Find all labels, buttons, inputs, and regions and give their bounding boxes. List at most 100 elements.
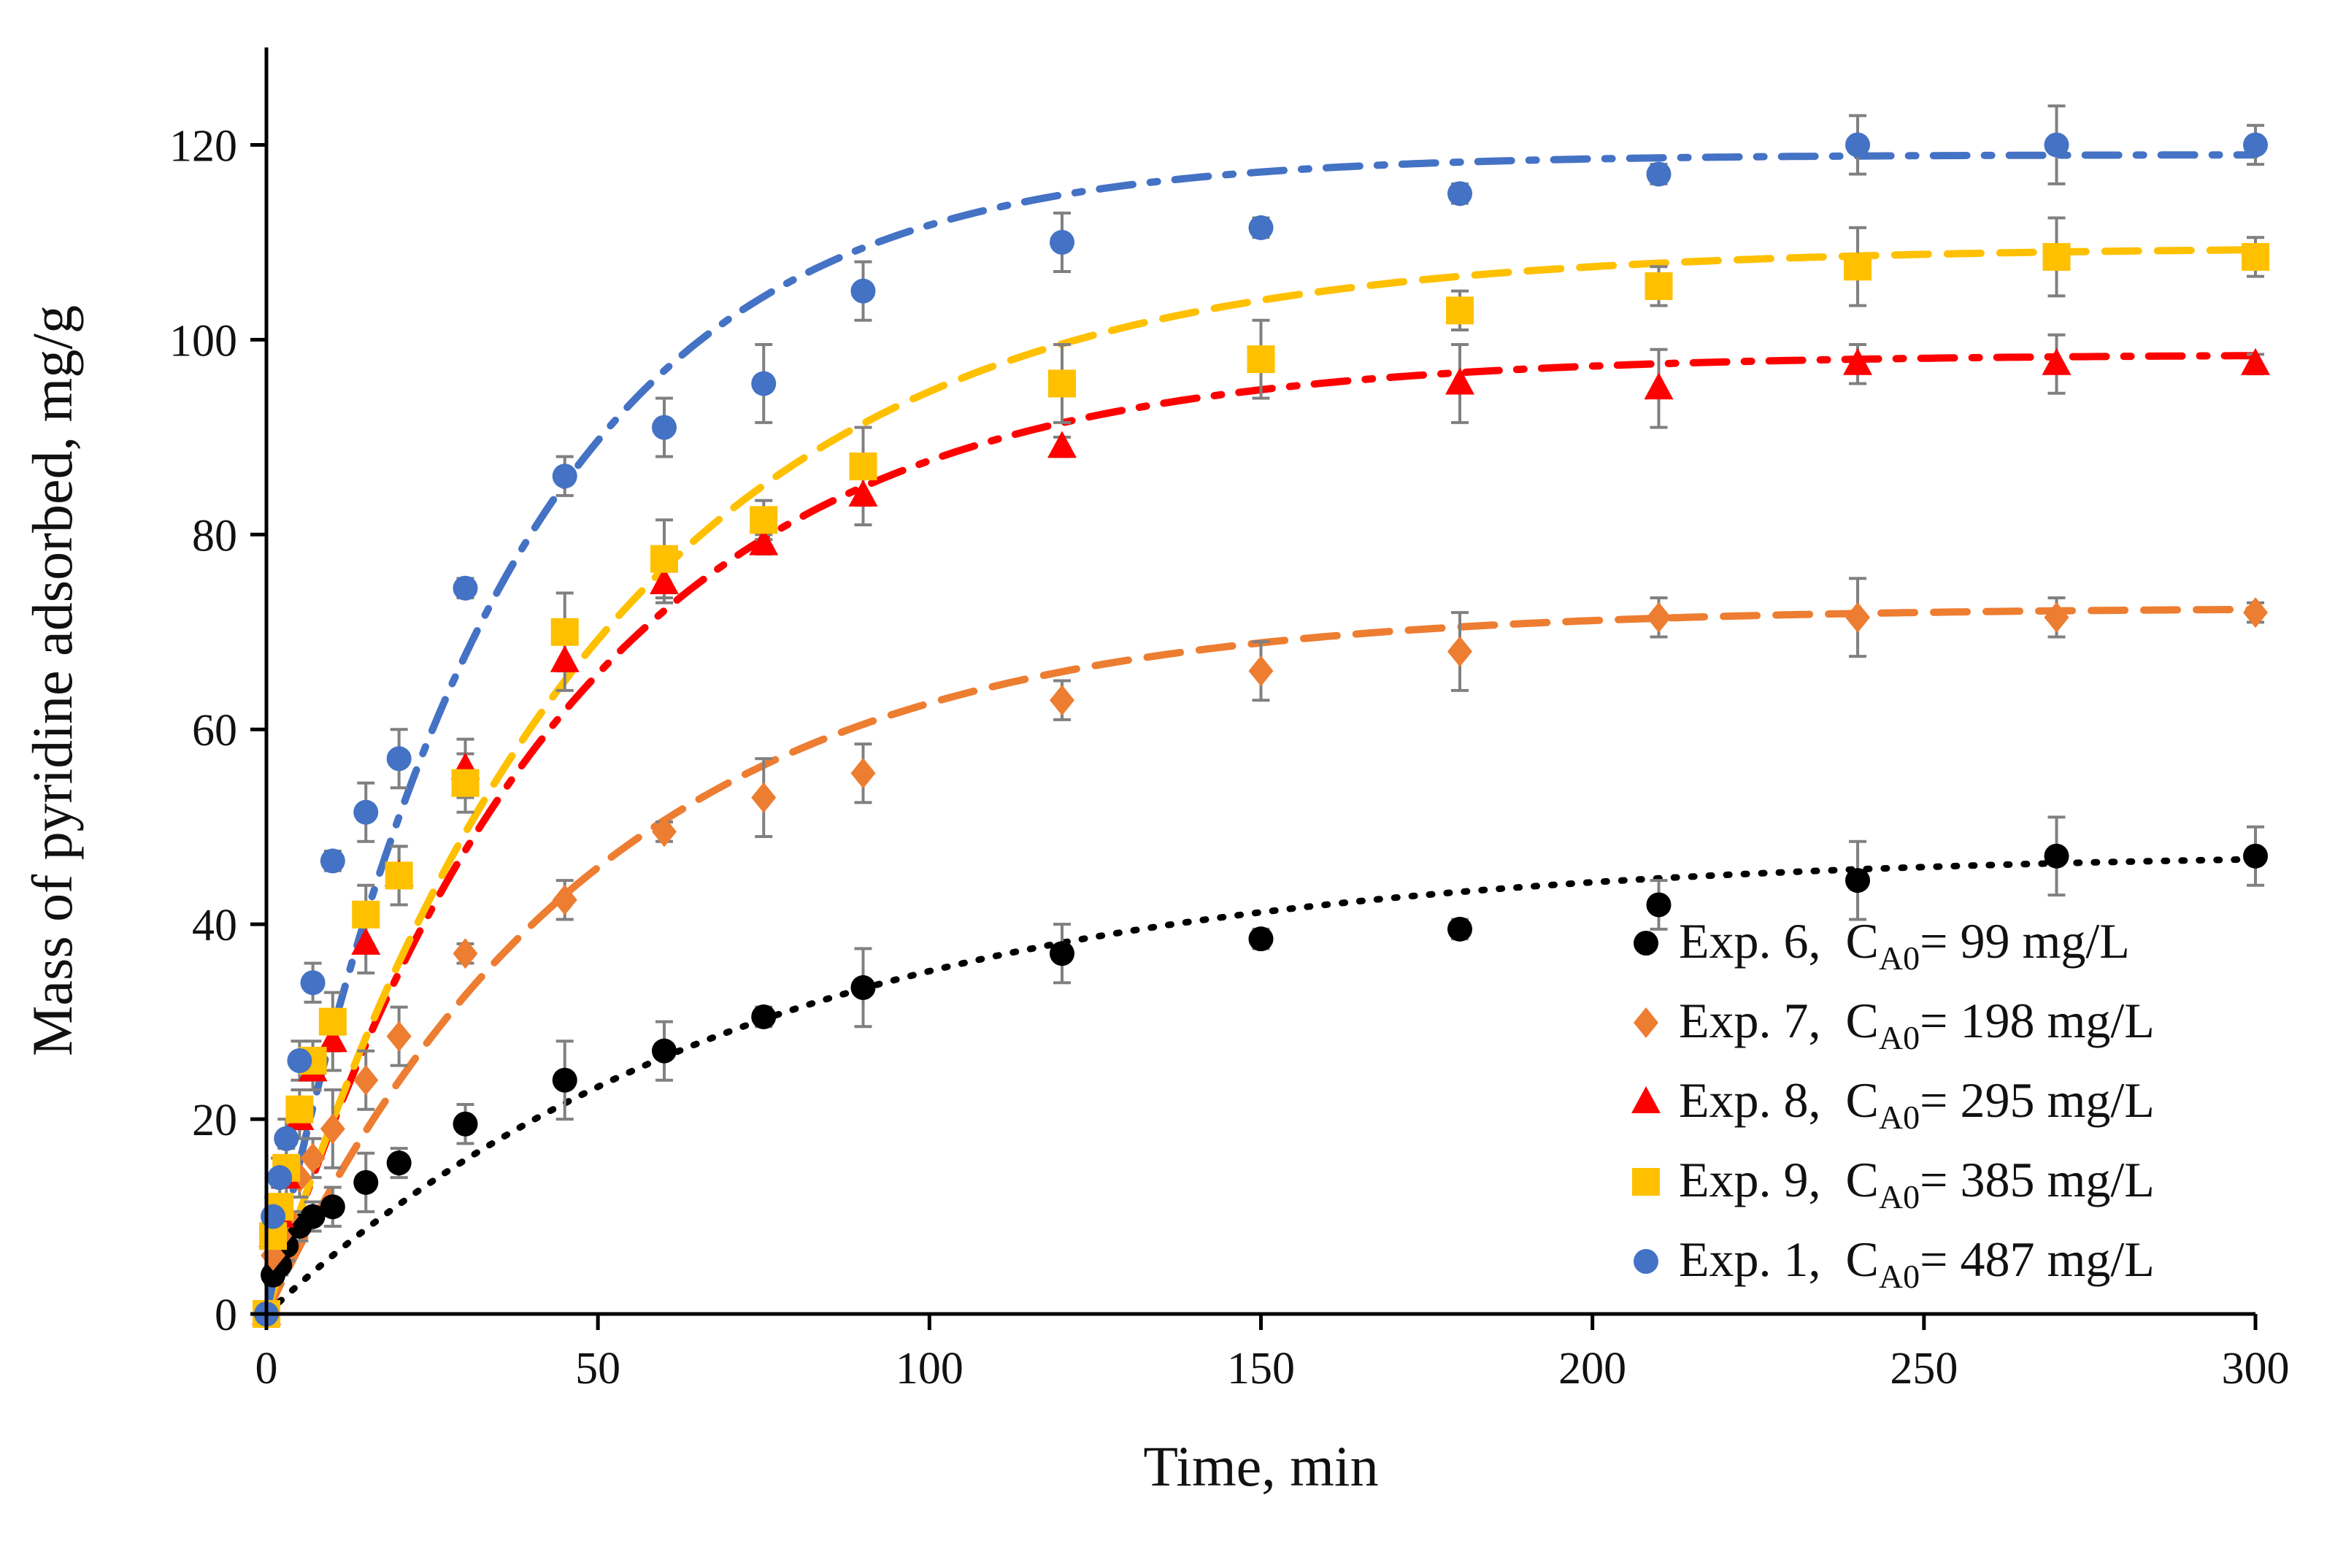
data-point — [1248, 215, 1274, 240]
data-point — [751, 1004, 777, 1029]
data-point — [1248, 926, 1274, 952]
data-point — [1845, 132, 1870, 158]
x-tick-label: 250 — [1890, 1344, 1958, 1394]
data-point — [451, 769, 480, 797]
data-point — [1050, 941, 1074, 966]
data-markers — [252, 132, 2270, 1329]
data-point — [2042, 242, 2071, 271]
legend-entry: Exp. 7, CA0= 198 mg/L — [1634, 993, 2155, 1056]
data-point — [351, 927, 381, 955]
x-tick-label: 100 — [896, 1344, 964, 1394]
fit-curve — [263, 151, 2259, 1318]
data-point — [1634, 931, 1658, 956]
data-point — [386, 746, 412, 772]
x-tick-label: 200 — [1558, 1344, 1626, 1394]
data-point — [1634, 1007, 1658, 1038]
x-tick-label: 0 — [255, 1344, 278, 1394]
data-point — [1646, 602, 1672, 633]
data-point — [318, 1007, 347, 1036]
data-point — [267, 1165, 293, 1191]
x-tick-label: 50 — [575, 1344, 620, 1394]
legend-entry: Exp. 6, CA0= 99 mg/L — [1634, 913, 2130, 977]
data-point — [2242, 242, 2269, 271]
data-point — [320, 1194, 345, 1220]
y-axis-title: Mass of pyridine adsorbed, mg/g — [20, 305, 84, 1056]
data-point — [1048, 369, 1076, 398]
data-point — [285, 1095, 314, 1123]
data-point — [2243, 597, 2268, 629]
data-point — [751, 782, 777, 813]
data-point — [1447, 181, 1472, 207]
data-point — [1844, 253, 1872, 281]
data-point — [353, 1169, 379, 1195]
data-point — [552, 884, 577, 915]
data-point — [1634, 1249, 1658, 1274]
data-point — [453, 938, 478, 969]
data-point — [1447, 916, 1472, 942]
legend: Exp. 6, CA0= 99 mg/L Exp. 7, CA0= 198 mg/… — [1631, 913, 2155, 1295]
data-point — [650, 567, 679, 595]
y-tick-label: 40 — [192, 901, 237, 950]
y-tick-label: 60 — [192, 706, 237, 756]
legend-entry: Exp. 8, CA0= 295 mg/L — [1631, 1072, 2155, 1136]
data-point — [2042, 347, 2072, 375]
data-point — [1843, 347, 1872, 375]
y-tick-label: 100 — [169, 316, 237, 366]
data-point — [1646, 161, 1672, 187]
data-point — [1447, 636, 1472, 667]
data-point — [300, 1204, 326, 1229]
legend-label: Exp. 1, CA0= 487 mg/L — [1679, 1231, 2155, 1295]
legend-label: Exp. 6, CA0= 99 mg/L — [1679, 913, 2130, 977]
data-point — [1644, 372, 1674, 400]
data-point — [453, 1111, 478, 1137]
legend-label: Exp. 7, CA0= 198 mg/L — [1679, 993, 2155, 1056]
legend-entry: Exp. 9, CA0= 385 mg/L — [1632, 1152, 2155, 1215]
fit-curve — [263, 246, 2259, 1318]
x-tick-label: 150 — [1227, 1344, 1295, 1394]
data-point — [2243, 132, 2268, 158]
data-point — [2241, 347, 2270, 375]
data-point — [1248, 656, 1274, 687]
data-point — [352, 900, 380, 929]
data-point — [386, 1021, 412, 1052]
legend-label: Exp. 9, CA0= 385 mg/L — [1679, 1152, 2155, 1215]
data-point — [750, 506, 778, 534]
data-point — [850, 278, 876, 304]
data-point — [550, 645, 580, 672]
data-point — [849, 452, 877, 480]
data-point — [749, 528, 779, 556]
data-point — [320, 848, 345, 874]
y-tick-label: 80 — [192, 511, 237, 561]
data-point — [552, 1067, 577, 1093]
data-point — [300, 970, 326, 996]
data-point — [386, 1150, 412, 1176]
data-point — [1646, 892, 1672, 918]
data-point — [650, 545, 678, 573]
x-axis-title: Time, min — [1143, 1434, 1378, 1498]
data-point — [1050, 685, 1074, 716]
y-tick-label: 120 — [169, 121, 237, 171]
legend-label: Exp. 8, CA0= 295 mg/L — [1679, 1072, 2155, 1136]
data-point — [1645, 272, 1673, 300]
data-point — [550, 618, 579, 646]
data-point — [2243, 843, 2268, 869]
data-point — [1446, 296, 1474, 325]
data-point — [850, 758, 876, 789]
data-point — [850, 975, 876, 1000]
x-tick-label: 300 — [2222, 1344, 2290, 1394]
data-point — [261, 1204, 286, 1229]
data-point — [1631, 1086, 1661, 1113]
tick-labels: 0 50 100 150 200 250 300 0 20 40 60 80 100 120 — [169, 121, 2290, 1394]
data-point — [318, 1025, 347, 1053]
data-point — [2044, 602, 2069, 633]
data-point — [453, 575, 478, 601]
data-point — [751, 371, 777, 396]
data-point — [320, 1113, 345, 1145]
data-point — [652, 415, 677, 440]
data-point — [385, 861, 413, 890]
legend-entry: Exp. 1, CA0= 487 mg/L — [1634, 1231, 2155, 1295]
y-tick-label: 20 — [192, 1096, 237, 1145]
data-point — [353, 799, 379, 825]
data-point — [652, 816, 677, 848]
